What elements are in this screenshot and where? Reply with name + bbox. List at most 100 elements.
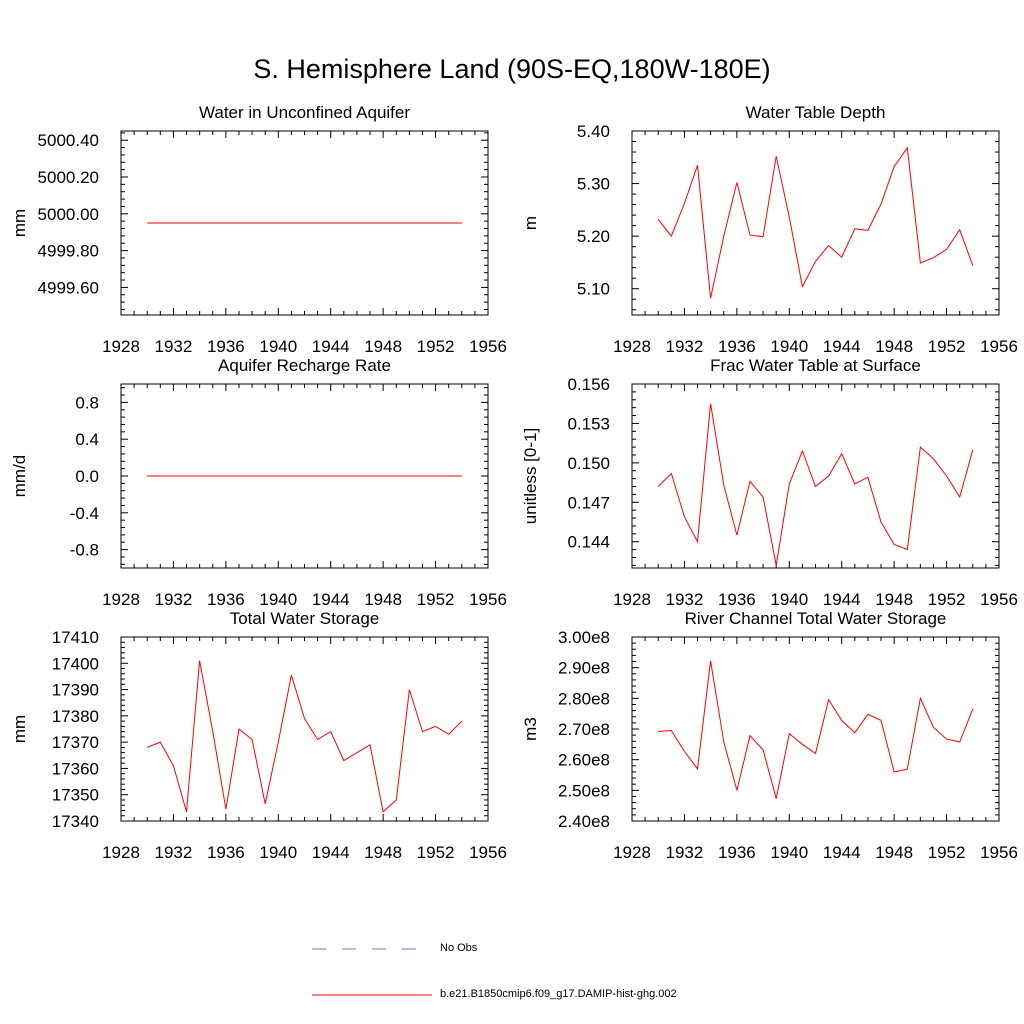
x-tick-label-5: 1944	[823, 843, 861, 862]
y-tick-label-3: 0.144	[567, 533, 610, 552]
x-tick-label-4: 1936	[207, 843, 245, 862]
x-tick-label-2: 1956	[469, 590, 507, 609]
y-axis-label-5: m3	[521, 717, 540, 741]
x-tick-label-5: 1932	[666, 843, 704, 862]
page-title: S. Hemisphere Land (90S-EQ,180W-180E)	[253, 54, 771, 84]
x-tick-label-4: 1952	[417, 843, 455, 862]
y-tick-label-5: 3.00e8	[558, 628, 610, 647]
y-tick-label-3: 0.147	[567, 493, 610, 512]
plot-title-0: Water in Unconfined Aquifer	[199, 103, 410, 122]
x-tick-label-1: 1948	[875, 337, 913, 356]
x-tick-label-2: 1944	[312, 590, 350, 609]
x-tick-label-0: 1952	[417, 337, 455, 356]
x-tick-label-3: 1932	[666, 590, 704, 609]
x-tick-label-1: 1928	[613, 337, 651, 356]
series-line-5-0	[658, 660, 974, 799]
y-tick-label-4: 17400	[52, 654, 99, 673]
x-tick-label-1: 1940	[770, 337, 808, 356]
plot-title-2: Aquifer Recharge Rate	[218, 356, 391, 375]
y-axis-label-1: m	[521, 216, 540, 230]
x-tick-label-4: 1940	[259, 843, 297, 862]
series-line-1-0	[657, 146, 974, 299]
x-tick-label-2: 1936	[207, 590, 245, 609]
x-tick-label-3: 1948	[875, 590, 913, 609]
x-tick-label-1: 1952	[928, 337, 966, 356]
y-tick-label-1: 5.10	[577, 280, 610, 299]
x-tick-label-1: 1956	[980, 337, 1018, 356]
x-tick-label-1: 1932	[666, 337, 704, 356]
x-tick-label-0: 1932	[155, 337, 193, 356]
x-tick-label-2: 1928	[102, 590, 140, 609]
plot-frame-1	[631, 130, 1000, 316]
x-tick-label-4: 1928	[102, 843, 140, 862]
y-tick-label-2: 0.4	[75, 430, 99, 449]
x-tick-label-3: 1952	[928, 590, 966, 609]
y-tick-label-4: 17340	[52, 812, 99, 831]
x-tick-label-3: 1928	[613, 590, 651, 609]
y-tick-label-0: 5000.40	[38, 131, 99, 150]
y-tick-label-5: 2.90e8	[558, 659, 610, 678]
y-tick-label-4: 17370	[52, 733, 99, 752]
x-tick-label-0: 1956	[469, 337, 507, 356]
y-tick-label-5: 2.60e8	[558, 751, 610, 770]
x-tick-label-0: 1936	[207, 337, 245, 356]
y-tick-label-4: 17410	[52, 628, 99, 647]
legend-label-no-obs: No Obs	[440, 942, 478, 954]
plot-title-5: River Channel Total Water Storage	[685, 609, 947, 628]
x-tick-label-0: 1948	[364, 337, 402, 356]
x-tick-label-0: 1940	[259, 337, 297, 356]
x-tick-label-3: 1940	[770, 590, 808, 609]
x-tick-label-4: 1948	[364, 843, 402, 862]
y-tick-label-0: 4999.60	[38, 278, 99, 297]
y-tick-label-2: 0.0	[75, 467, 99, 486]
y-tick-label-4: 17360	[52, 759, 99, 778]
x-tick-label-4: 1932	[155, 843, 193, 862]
y-tick-label-4: 17380	[52, 707, 99, 726]
y-tick-label-0: 4999.80	[38, 242, 99, 261]
plot-frame-4	[120, 636, 489, 822]
x-tick-label-5: 1956	[980, 843, 1018, 862]
y-tick-label-5: 2.40e8	[558, 812, 610, 831]
y-tick-label-0: 5000.20	[38, 168, 99, 187]
series-line-3-0	[657, 403, 974, 566]
x-tick-label-4: 1956	[469, 843, 507, 862]
y-axis-label-4: mm	[10, 715, 29, 743]
plot-title-4: Total Water Storage	[230, 609, 380, 628]
y-tick-label-1: 5.30	[577, 175, 610, 194]
x-tick-label-2: 1948	[364, 590, 402, 609]
x-tick-label-5: 1940	[770, 843, 808, 862]
series-line-4-0	[147, 660, 463, 813]
x-tick-label-0: 1944	[312, 337, 350, 356]
x-tick-label-1: 1944	[823, 337, 861, 356]
x-tick-label-3: 1956	[980, 590, 1018, 609]
plot-frame-3	[631, 383, 1000, 569]
y-axis-label-0: mm	[10, 209, 29, 237]
y-tick-label-0: 5000.00	[38, 205, 99, 224]
y-tick-label-5: 2.50e8	[558, 781, 610, 800]
x-tick-label-2: 1952	[417, 590, 455, 609]
x-tick-label-3: 1936	[718, 590, 756, 609]
x-tick-label-5: 1948	[875, 843, 913, 862]
plot-title-1: Water Table Depth	[746, 103, 886, 122]
y-tick-label-5: 2.80e8	[558, 689, 610, 708]
y-tick-label-3: 0.156	[567, 375, 610, 394]
y-tick-label-3: 0.153	[567, 414, 610, 433]
x-tick-label-4: 1944	[312, 843, 350, 862]
y-tick-label-2: -0.4	[70, 504, 99, 523]
x-tick-label-3: 1944	[823, 590, 861, 609]
y-tick-label-2: -0.8	[70, 541, 99, 560]
y-tick-label-2: 0.8	[75, 393, 99, 412]
x-tick-label-5: 1936	[718, 843, 756, 862]
y-axis-label-2: mm/d	[10, 455, 29, 498]
x-tick-label-0: 1928	[102, 337, 140, 356]
x-tick-label-2: 1940	[259, 590, 297, 609]
legend-label-model: b.e21.B1850cmip6.f09_g17.DAMIP-hist-ghg.…	[440, 988, 677, 1000]
x-tick-label-2: 1932	[155, 590, 193, 609]
y-tick-label-4: 17390	[52, 681, 99, 700]
y-axis-label-3: unitless [0-1]	[521, 428, 540, 524]
x-tick-label-1: 1936	[718, 337, 756, 356]
plot-title-3: Frac Water Table at Surface	[710, 356, 921, 375]
plot-frame-5	[631, 636, 1000, 822]
y-tick-label-5: 2.70e8	[558, 720, 610, 739]
